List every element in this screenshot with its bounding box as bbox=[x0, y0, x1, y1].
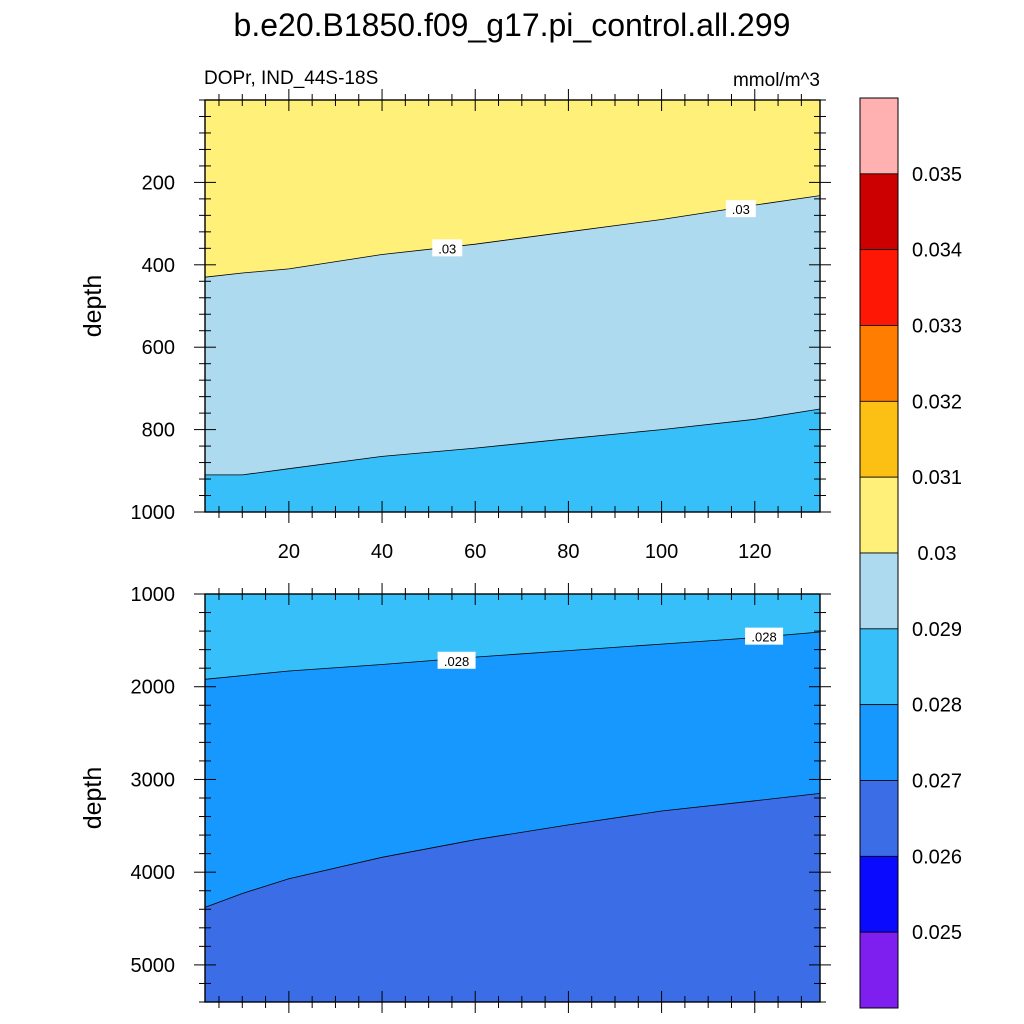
y-tick-label: 200 bbox=[142, 172, 175, 194]
contour-label-box bbox=[437, 651, 476, 669]
colorbar-label: 0.026 bbox=[912, 846, 962, 868]
colorbar-label: 0.034 bbox=[912, 240, 962, 262]
colorbar: 0.035 0.034 0.033 0.032 0.031 0.03 0.029 0.028 0… bbox=[859, 97, 962, 1009]
contour-label: .028 bbox=[751, 630, 776, 645]
contour-line bbox=[204, 793, 821, 908]
y-tick-label: 800 bbox=[142, 420, 175, 442]
y-axis-label: depth bbox=[79, 767, 107, 830]
panels: .03 .03 200 400 600 800 1000 20 40 60 80 100 120 dept… bbox=[79, 89, 831, 1013]
band-fill bbox=[205, 594, 820, 908]
colorbar-swatch bbox=[859, 704, 899, 781]
y-tick-label: 3000 bbox=[131, 769, 176, 791]
x-tick-label: 60 bbox=[464, 541, 486, 563]
colorbar-swatch bbox=[859, 97, 899, 175]
colorbar-label: 0.028 bbox=[912, 695, 962, 717]
colorbar-swatch bbox=[859, 400, 899, 478]
plot-frame bbox=[204, 99, 821, 513]
y-tick-label: 2000 bbox=[131, 677, 176, 699]
colorbar-swatch bbox=[859, 931, 899, 1009]
contour-label-box bbox=[432, 239, 463, 257]
y-tick-label: 5000 bbox=[131, 955, 176, 977]
panel-lower: .028 .028 1000 2000 3000 4000 5000 depth bbox=[79, 583, 831, 1013]
x-tick-label: 100 bbox=[645, 541, 678, 563]
x-tick-label: 40 bbox=[371, 541, 393, 563]
colorbar-swatch bbox=[859, 325, 899, 402]
colorbar-swatch bbox=[859, 476, 899, 554]
y-tick-label: 4000 bbox=[131, 862, 176, 884]
contour-line bbox=[205, 408, 821, 476]
x-tick-label: 80 bbox=[557, 541, 579, 563]
colorbar-swatch bbox=[859, 780, 899, 857]
y-axis-label: depth bbox=[79, 275, 107, 338]
contour-label-box bbox=[745, 627, 784, 645]
y-tick-label: 600 bbox=[142, 337, 175, 359]
colorbar-swatch bbox=[859, 628, 899, 706]
band-fill bbox=[205, 594, 820, 680]
y-tick-label: 1000 bbox=[131, 584, 176, 606]
colorbar-swatch bbox=[859, 552, 899, 630]
y-tick-label: 1000 bbox=[131, 502, 176, 524]
units-subtitle: mmol/m^3 bbox=[733, 70, 820, 91]
colorbar-label: 0.029 bbox=[912, 619, 962, 641]
colorbar-label: 0.025 bbox=[912, 922, 962, 944]
colorbar-label: 0.032 bbox=[912, 391, 962, 413]
contour-line bbox=[204, 195, 821, 278]
colorbar-swatch bbox=[859, 173, 899, 251]
y-tick-label: 400 bbox=[142, 255, 175, 277]
colorbar-label: 0.033 bbox=[912, 316, 962, 338]
colorbar-label: 0.035 bbox=[912, 164, 962, 186]
x-tick-label: 20 bbox=[278, 541, 300, 563]
x-tick-label: 120 bbox=[738, 541, 771, 563]
colorbar-label: 0.027 bbox=[912, 771, 962, 793]
contour-line bbox=[204, 631, 821, 680]
band-fill bbox=[205, 100, 820, 278]
contour-label: .03 bbox=[732, 202, 750, 217]
colorbar-swatch bbox=[859, 249, 899, 326]
panel-upper: .03 .03 200 400 600 800 1000 20 40 60 80 100 120 dept… bbox=[79, 89, 831, 563]
colorbar-label: 0.031 bbox=[912, 467, 962, 489]
colorbar-frame bbox=[859, 97, 899, 1009]
colorbar-swatch bbox=[859, 855, 899, 933]
contour-label-box bbox=[725, 200, 756, 218]
contour-label: .028 bbox=[444, 654, 469, 669]
chart-title: b.e20.B1850.f09_g17.pi_control.all.299 bbox=[234, 7, 791, 43]
contour-label: .03 bbox=[438, 241, 456, 256]
variable-subtitle: DOPr, IND_44S-18S bbox=[204, 68, 378, 89]
colorbar-label: 0.03 bbox=[918, 543, 957, 565]
